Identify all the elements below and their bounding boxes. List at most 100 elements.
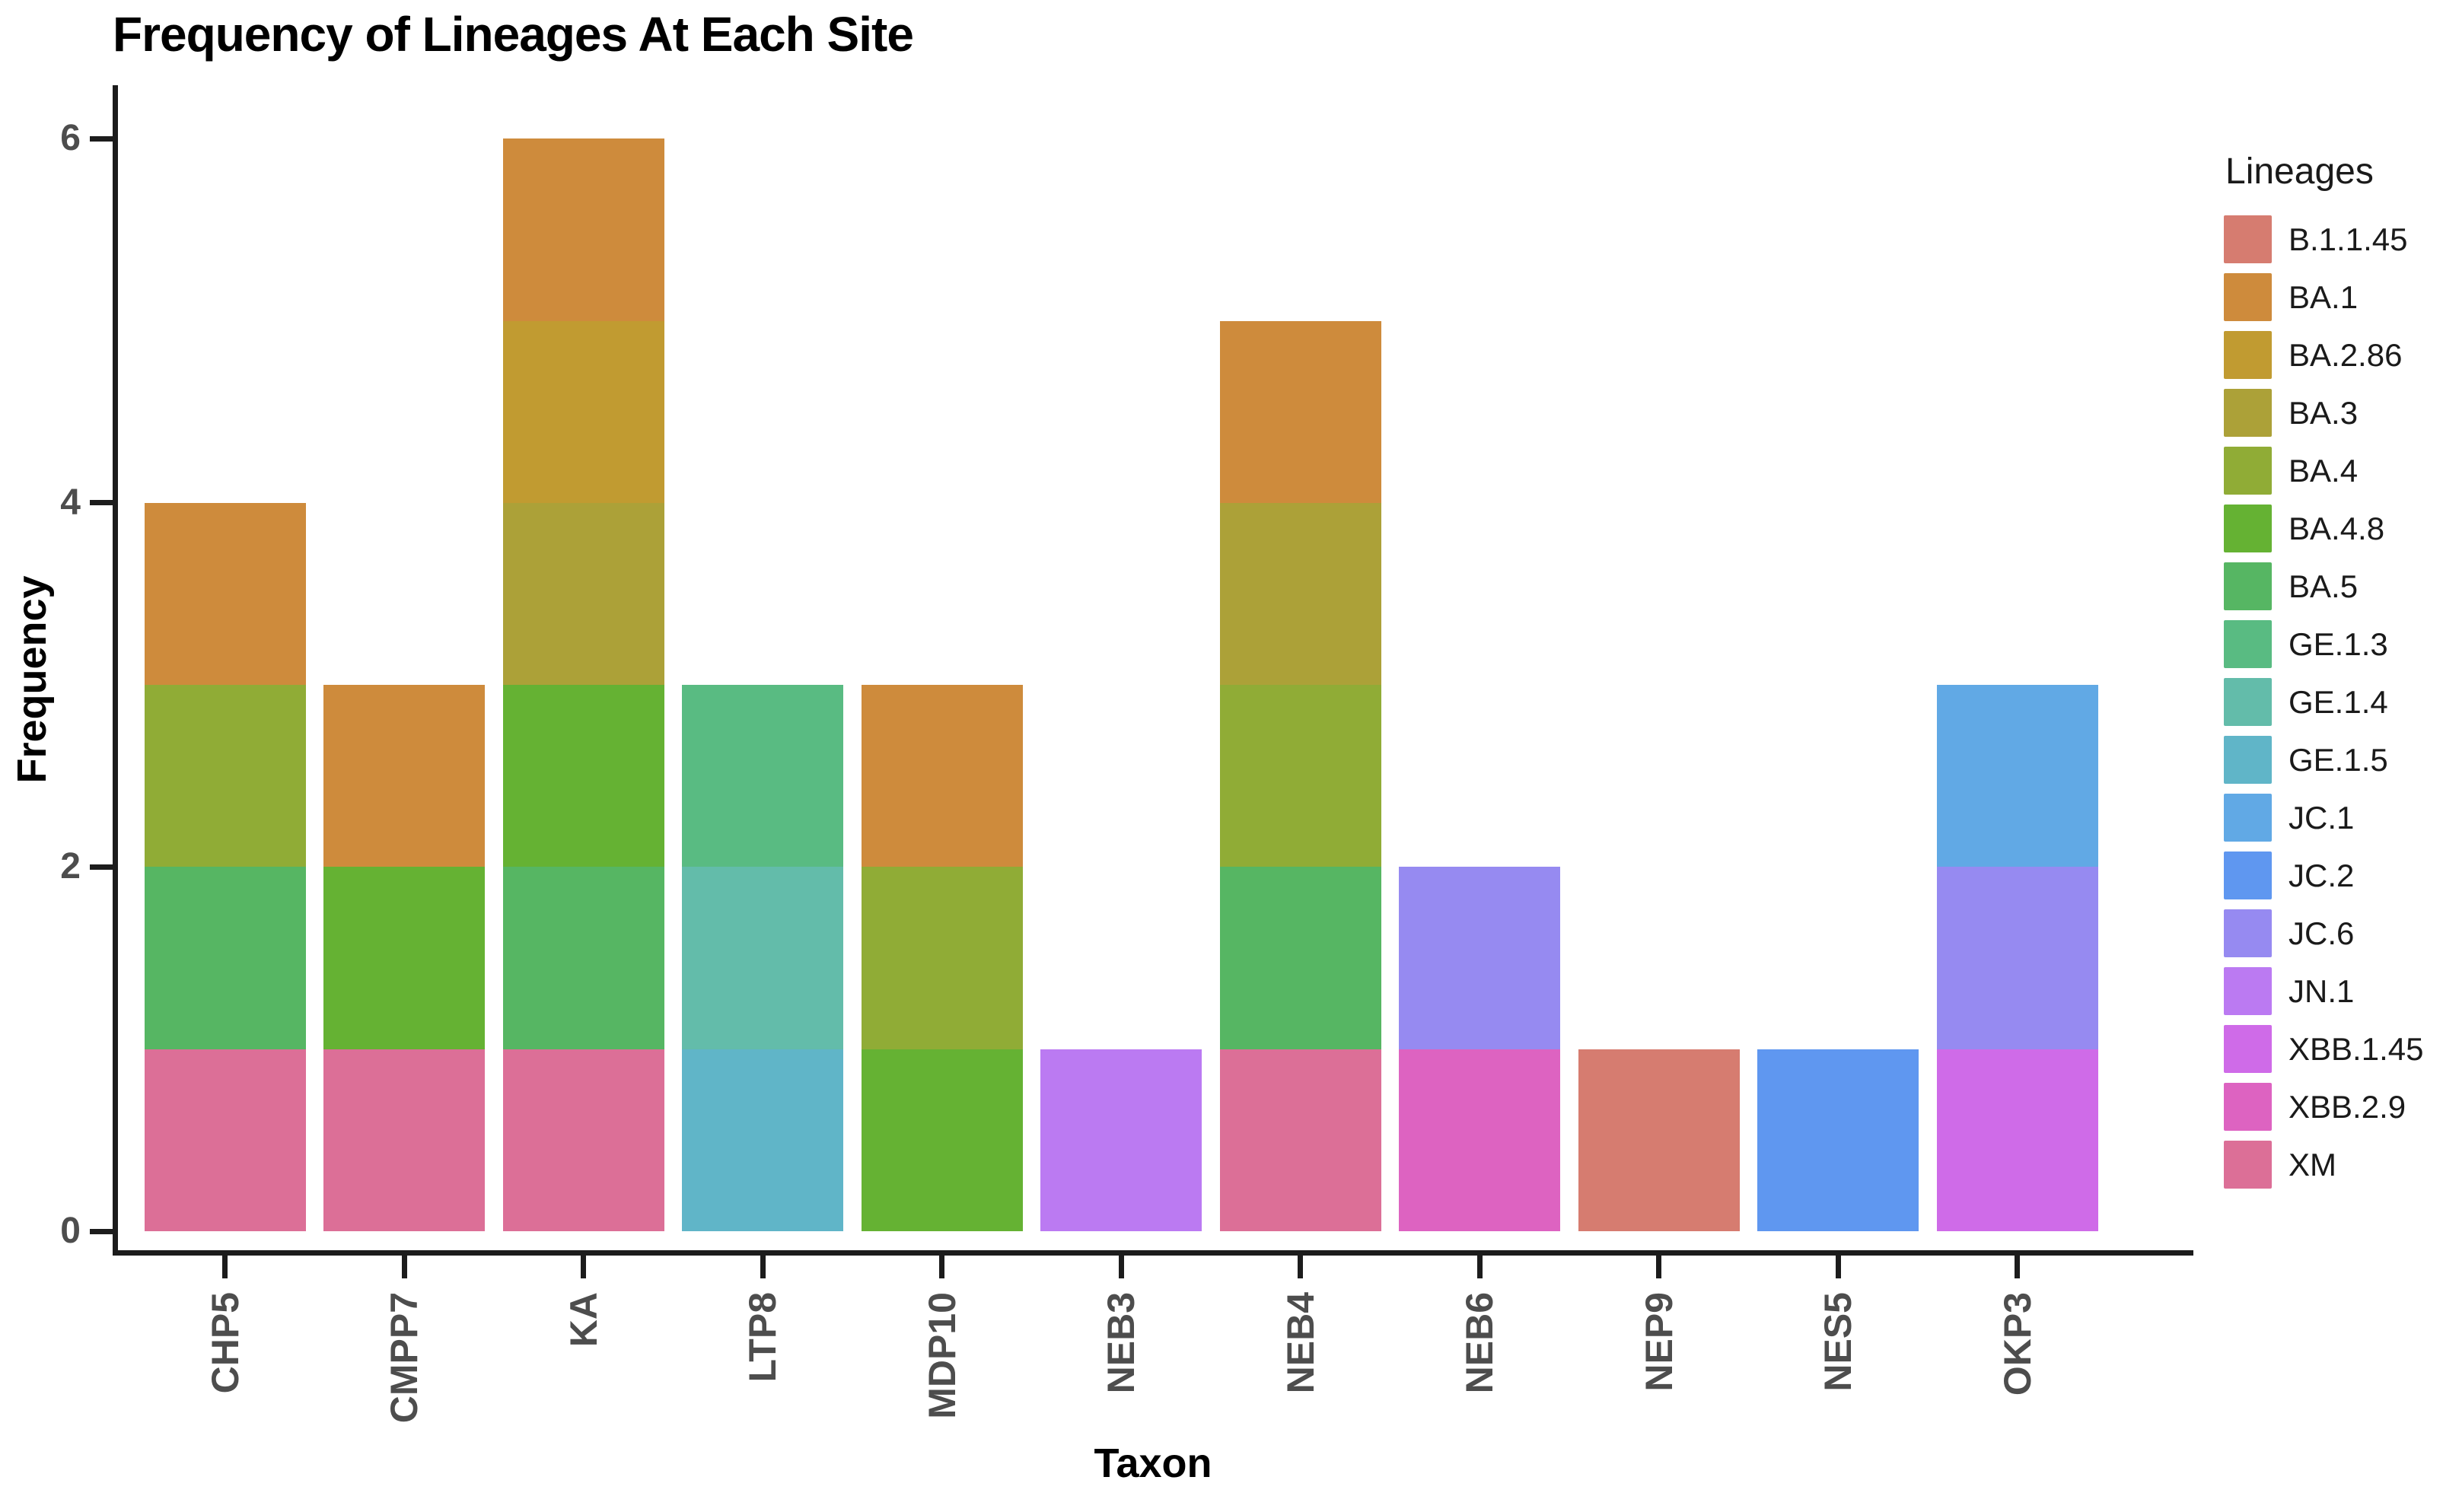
y-tick-label: 4 xyxy=(60,482,81,523)
legend-label: BA.1 xyxy=(2289,279,2359,315)
bar-segment-ba.1 xyxy=(323,685,485,867)
legend-label: XM xyxy=(2289,1146,2336,1183)
bar-segment-jc.1 xyxy=(1936,685,2098,867)
legend-item-ba.3: BA.3 xyxy=(2224,389,2423,437)
bar-segment-b.1.1.45 xyxy=(1578,1049,1740,1231)
bar-segment-ba.4.8 xyxy=(861,1049,1023,1231)
legend-swatch-jc.6 xyxy=(2224,909,2272,957)
bar-segment-ba.4 xyxy=(1219,685,1381,867)
bar-segment-ba.4.8 xyxy=(323,867,485,1049)
legend-swatch-xm xyxy=(2224,1141,2272,1189)
x-tick-label: KA xyxy=(562,1292,605,1348)
bar-ka xyxy=(502,138,664,1231)
x-tick xyxy=(2015,1256,2020,1278)
legend-item-jc.6: JC.6 xyxy=(2224,909,2423,957)
legend-item-b.1.1.45: B.1.1.45 xyxy=(2224,215,2423,263)
x-tick-label: CMPP7 xyxy=(383,1292,425,1424)
legend-label: XBB.1.45 xyxy=(2289,1030,2424,1067)
y-tick-label: 0 xyxy=(60,1211,81,1251)
legend-swatch-ge.1.5 xyxy=(2224,736,2272,784)
legend-item-xbb.2.9: XBB.2.9 xyxy=(2224,1083,2423,1131)
y-axis-line xyxy=(113,85,118,1256)
legend-item-ge.1.5: GE.1.5 xyxy=(2224,736,2423,784)
chart-title: Frequency of Lineages At Each Site xyxy=(113,7,914,62)
x-tick xyxy=(1298,1256,1303,1278)
bar-segment-ba.4.8 xyxy=(502,685,664,867)
legend-item-ba.2.86: BA.2.86 xyxy=(2224,331,2423,379)
legend-item-jc.1: JC.1 xyxy=(2224,794,2423,842)
bar-segment-jc.6 xyxy=(1399,867,1560,1049)
bar-segment-xm xyxy=(1219,1049,1381,1231)
legend-item-xm: XM xyxy=(2224,1141,2423,1189)
x-tick-label: NES5 xyxy=(1817,1292,1859,1392)
legend-swatch-jc.1 xyxy=(2224,794,2272,842)
legend-label: JN.1 xyxy=(2289,972,2355,1009)
bar-okp3 xyxy=(1936,685,2098,1231)
x-tick-label: MDP10 xyxy=(920,1292,964,1419)
x-axis-line xyxy=(113,1250,2193,1256)
bar-segment-ge.1.5 xyxy=(682,1049,843,1231)
legend-swatch-xbb.2.9 xyxy=(2224,1083,2272,1131)
legend-label: BA.5 xyxy=(2289,568,2359,604)
x-tick xyxy=(1118,1256,1124,1278)
bar-chp5 xyxy=(144,502,306,1231)
legend-swatch-b.1.1.45 xyxy=(2224,215,2272,263)
legend-swatch-xbb.1.45 xyxy=(2224,1025,2272,1073)
legend-label: GE.1.5 xyxy=(2289,741,2388,778)
bar-segment-jc.6 xyxy=(1936,867,2098,1049)
legend-item-ba.4: BA.4 xyxy=(2224,447,2423,495)
legend-title: Lineages xyxy=(2225,151,2374,192)
bar-segment-ba.4 xyxy=(144,685,306,867)
legend-items: B.1.1.45 BA.1 BA.2.86 BA.3 BA.4 BA.4.8 BA.5 GE.… xyxy=(2224,215,2423,1189)
legend-swatch-ba.1 xyxy=(2224,273,2272,321)
x-tick-label: CHP5 xyxy=(203,1292,247,1394)
legend-item-jc.2: JC.2 xyxy=(2224,851,2423,899)
legend-item-ge.1.3: GE.1.3 xyxy=(2224,620,2423,668)
x-axis-title: Taxon xyxy=(1094,1440,1212,1486)
legend-item-ba.1: BA.1 xyxy=(2224,273,2423,321)
x-tick-label: NEB6 xyxy=(1458,1292,1501,1394)
x-tick xyxy=(1476,1256,1483,1278)
bar-segment-jc.2 xyxy=(1757,1049,1919,1231)
bar-nes5 xyxy=(1757,1049,1919,1231)
bar-segment-ba.3 xyxy=(1219,502,1381,686)
legend-label: JC.1 xyxy=(2289,799,2355,836)
legend-label: B.1.1.45 xyxy=(2289,221,2408,257)
bar-segment-ba.5 xyxy=(502,867,664,1049)
legend-swatch-ba.4 xyxy=(2224,447,2272,495)
legend-label: GE.1.3 xyxy=(2289,625,2388,662)
x-tick-label: OKP3 xyxy=(1995,1292,2039,1396)
bar-segment-xm xyxy=(323,1049,485,1231)
y-axis-title: Frequency xyxy=(9,575,55,784)
legend-swatch-ge.1.4 xyxy=(2224,678,2272,726)
x-tick xyxy=(1835,1256,1841,1278)
bar-segment-jn.1 xyxy=(1040,1049,1202,1231)
y-tick xyxy=(90,500,113,506)
bar-segment-ge.1.4 xyxy=(682,867,843,1049)
bar-cmpp7 xyxy=(323,685,485,1231)
x-tick xyxy=(581,1256,586,1278)
y-tick xyxy=(90,1228,113,1234)
bar-segment-ba.1 xyxy=(502,138,664,321)
bar-segment-xbb.2.9 xyxy=(1399,1049,1560,1231)
x-tick-label: LTP8 xyxy=(741,1292,784,1383)
bar-segment-ba.4 xyxy=(861,867,1023,1049)
legend-label: BA.2.86 xyxy=(2289,336,2403,373)
legend-item-xbb.1.45: XBB.1.45 xyxy=(2224,1025,2423,1073)
bar-segment-ge.1.3 xyxy=(682,685,843,867)
x-tick-label: NEB4 xyxy=(1279,1292,1322,1394)
y-tick-label: 6 xyxy=(60,118,81,159)
bar-segment-ba.1 xyxy=(144,502,306,686)
legend-item-ge.1.4: GE.1.4 xyxy=(2224,678,2423,726)
bar-nep9 xyxy=(1578,1049,1740,1231)
legend-swatch-ba.3 xyxy=(2224,389,2272,437)
legend-swatch-ba.5 xyxy=(2224,562,2272,610)
x-tick xyxy=(1656,1256,1661,1278)
legend-item-jn.1: JN.1 xyxy=(2224,967,2423,1015)
x-tick-label: NEP9 xyxy=(1637,1292,1680,1392)
legend-label: XBB.2.9 xyxy=(2289,1088,2406,1125)
legend-swatch-jc.2 xyxy=(2224,851,2272,899)
bar-segment-ba.1 xyxy=(1219,320,1381,503)
legend-label: JC.2 xyxy=(2289,857,2355,893)
legend-swatch-ba.2.86 xyxy=(2224,331,2272,379)
